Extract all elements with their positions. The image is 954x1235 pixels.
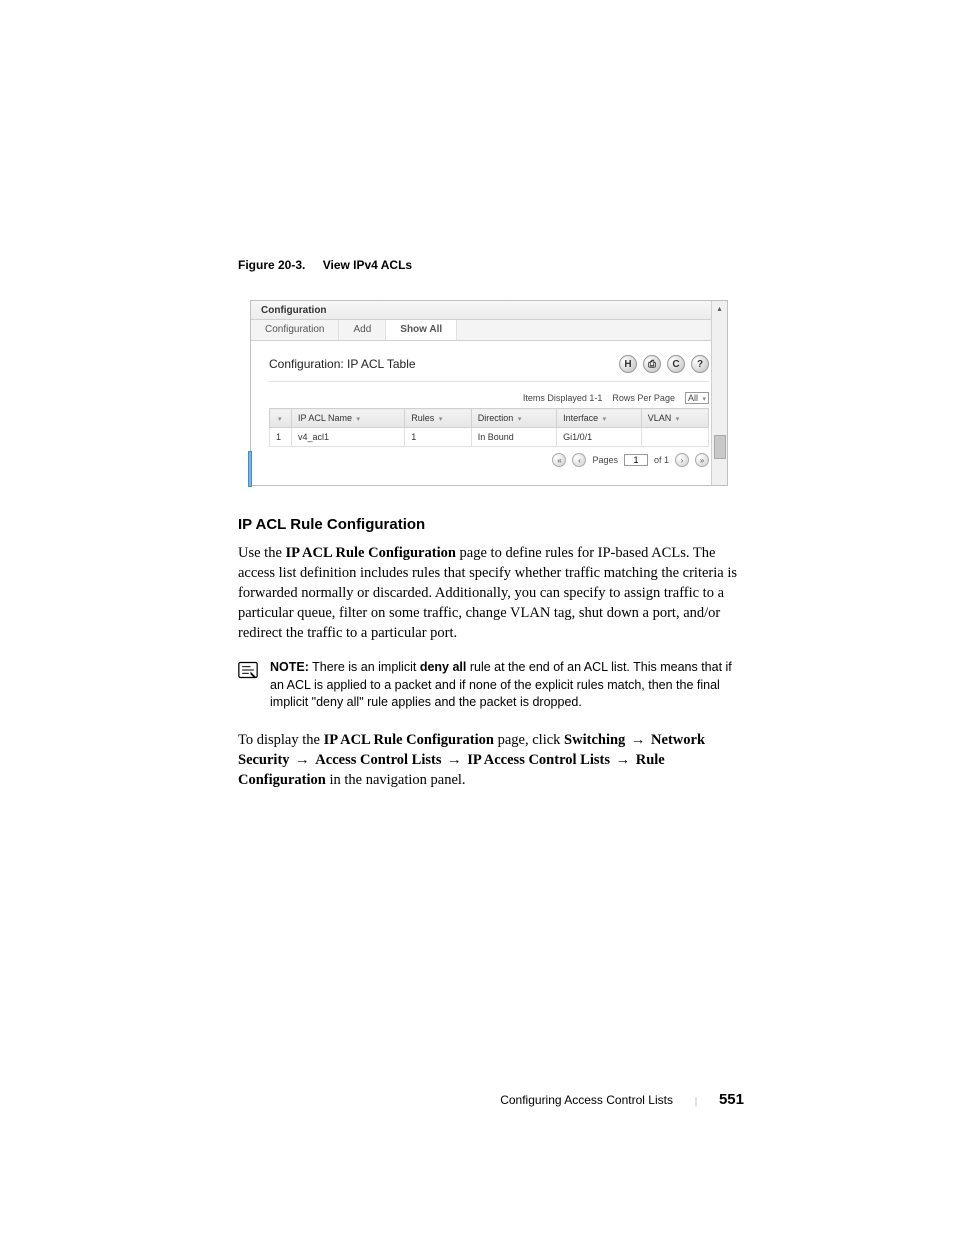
paragraph-navigation: To display the IP ACL Rule Configuration… <box>238 730 744 790</box>
note-label: NOTE: <box>270 660 309 674</box>
note-icon <box>238 661 258 679</box>
cell-vlan <box>641 428 708 447</box>
first-page-icon[interactable]: « <box>552 453 566 467</box>
scroll-up-icon[interactable]: ▴ <box>713 301 727 315</box>
cell-rules: 1 <box>405 428 471 447</box>
cell-name: v4_acl1 <box>292 428 405 447</box>
table-header-row: ▾ IP ACL Name ▾ Rules ▾ Direction ▾ Inte… <box>270 409 709 428</box>
bold-page-name: IP ACL Rule Configuration <box>286 545 456 561</box>
tab-show-all[interactable]: Show All <box>386 320 457 340</box>
acl-table: ▾ IP ACL Name ▾ Rules ▾ Direction ▾ Inte… <box>269 408 709 447</box>
help-icon[interactable]: ? <box>691 355 709 373</box>
cell-interface: Gi1/0/1 <box>557 428 642 447</box>
note-text: NOTE: There is an implicit deny all rule… <box>270 659 744 712</box>
prev-page-icon[interactable]: ‹ <box>572 453 586 467</box>
page-number: 551 <box>719 1091 744 1108</box>
panel-title: Configuration: IP ACL Table <box>269 357 416 371</box>
arrow-icon: → <box>293 752 312 768</box>
col-num[interactable]: ▾ <box>270 409 292 428</box>
figure-number: Figure 20-3. <box>238 258 305 272</box>
nav-ip-acl: IP Access Control Lists <box>467 752 610 768</box>
arrow-icon: → <box>445 752 464 768</box>
paragraph-intro: Use the IP ACL Rule Configuration page t… <box>238 543 744 643</box>
rows-per-page-select[interactable]: All ▾ <box>685 392 709 404</box>
last-page-icon[interactable]: » <box>695 453 709 467</box>
note-deny-all: deny all <box>420 660 467 674</box>
col-direction[interactable]: Direction ▾ <box>471 409 556 428</box>
of-total: of 1 <box>654 455 669 465</box>
tab-bar: Configuration Add Show All <box>251 320 727 341</box>
nav-switching: Switching <box>564 732 625 748</box>
col-ip-acl-name[interactable]: IP ACL Name ▾ <box>292 409 405 428</box>
cell-direction: In Bound <box>471 428 556 447</box>
note-block: NOTE: There is an implicit deny all rule… <box>238 659 744 712</box>
arrow-icon: → <box>614 752 633 768</box>
next-page-icon[interactable]: › <box>675 453 689 467</box>
refresh-icon[interactable]: C <box>667 355 685 373</box>
col-interface[interactable]: Interface ▾ <box>557 409 642 428</box>
nav-acl: Access Control Lists <box>315 752 441 768</box>
save-icon[interactable]: H <box>619 355 637 373</box>
figure-title: View IPv4 ACLs <box>323 258 412 272</box>
page-input[interactable] <box>624 454 648 466</box>
table-row[interactable]: 1 v4_acl1 1 In Bound Gi1/0/1 <box>270 428 709 447</box>
toolbar-icons: H ⎙ C ? <box>619 355 709 373</box>
col-rules[interactable]: Rules ▾ <box>405 409 471 428</box>
items-displayed: Items Displayed 1-1 <box>523 393 603 403</box>
pages-label: Pages <box>592 455 618 465</box>
section-heading: IP ACL Rule Configuration <box>238 516 744 533</box>
cell-num: 1 <box>270 428 292 447</box>
pager: « ‹ Pages of 1 › » <box>269 453 709 467</box>
window-title: Configuration <box>251 301 727 320</box>
figure-caption: Figure 20-3. View IPv4 ACLs <box>238 258 744 272</box>
col-vlan[interactable]: VLAN ▾ <box>641 409 708 428</box>
selection-bar <box>248 451 252 487</box>
tab-configuration[interactable]: Configuration <box>251 320 339 340</box>
footer-separator: | <box>695 1096 697 1107</box>
arrow-icon: → <box>629 732 648 748</box>
screenshot-ip-acl-table: ▴ Configuration Configuration Add Show A… <box>250 300 728 486</box>
print-icon[interactable]: ⎙ <box>643 355 661 373</box>
page-footer: Configuring Access Control Lists | 551 <box>500 1091 744 1108</box>
tab-add[interactable]: Add <box>339 320 386 340</box>
rows-per-page-label: Rows Per Page <box>612 393 675 403</box>
footer-title: Configuring Access Control Lists <box>500 1093 673 1107</box>
